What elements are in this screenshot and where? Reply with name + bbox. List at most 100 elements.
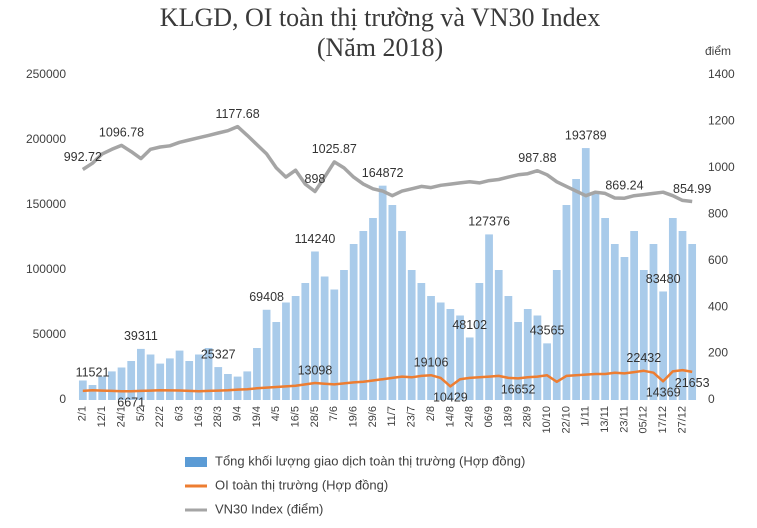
x-tick-label: 19/4 <box>251 406 263 427</box>
data-label: 69408 <box>249 290 284 304</box>
x-tick-label: 5/2 <box>135 406 147 421</box>
bar <box>340 270 348 400</box>
data-label: 16652 <box>501 383 536 397</box>
data-label: 193789 <box>565 128 607 142</box>
x-tick-label: 1/11 <box>580 406 592 427</box>
bar <box>659 291 668 400</box>
bar <box>610 244 619 400</box>
bar <box>301 283 310 400</box>
data-label: 83480 <box>646 272 681 286</box>
y-tick-label: 150000 <box>26 197 66 211</box>
bar <box>156 363 165 400</box>
x-tick-label: 17/12 <box>657 406 669 434</box>
x-tick-label: 22/2 <box>154 406 166 427</box>
bar <box>214 367 223 400</box>
bar <box>127 361 136 400</box>
data-label: 48102 <box>452 318 487 332</box>
bar <box>581 148 590 400</box>
bar <box>543 343 551 400</box>
legend-swatch <box>185 457 207 467</box>
x-tick-label: 2/1 <box>77 406 89 421</box>
bar <box>601 218 609 400</box>
data-label: 869.24 <box>605 179 643 193</box>
y-tick-label: 200000 <box>26 132 66 146</box>
data-label: 1096.78 <box>99 126 144 140</box>
bar <box>253 348 261 400</box>
data-label: 1177.68 <box>215 107 259 121</box>
bar <box>378 185 387 400</box>
bar <box>436 302 445 400</box>
data-label: 987.88 <box>518 151 556 165</box>
data-label: 22432 <box>626 351 661 365</box>
y-tick-label: 50000 <box>33 327 67 341</box>
bar <box>494 270 503 400</box>
x-tick-label: 19/6 <box>348 406 360 427</box>
bar <box>146 354 155 400</box>
bar <box>88 385 97 400</box>
x-tick-label: 11/7 <box>386 406 398 427</box>
bar <box>243 371 252 400</box>
x-tick-label: 7/6 <box>328 406 340 421</box>
data-label: 19106 <box>414 355 449 369</box>
bar <box>668 218 677 400</box>
data-label: 898 <box>305 172 326 186</box>
bar <box>446 309 455 400</box>
bar <box>204 348 213 400</box>
bar <box>572 179 580 400</box>
x-tick-label: 28/9 <box>522 406 534 427</box>
bar <box>195 354 203 400</box>
bar <box>678 231 687 400</box>
bar <box>485 234 493 400</box>
bar <box>166 358 174 400</box>
x-tick-label: 23/7 <box>406 406 418 427</box>
x-tick-label: 27/12 <box>676 406 688 434</box>
x-tick-label: 24/8 <box>464 406 476 427</box>
bar <box>117 367 126 400</box>
legend-label: VN30 Index (điểm) <box>215 501 323 516</box>
line <box>82 368 693 393</box>
bar <box>465 337 474 400</box>
x-tick-label: 28/3 <box>212 406 224 427</box>
data-label: 25327 <box>201 347 236 361</box>
data-label: 127376 <box>468 215 510 229</box>
bar <box>224 374 232 400</box>
y2-axis-label: điểm <box>705 44 731 58</box>
data-label: 39311 <box>124 329 158 343</box>
bar <box>262 309 271 400</box>
x-tick-label: 23/11 <box>618 406 630 433</box>
data-label: 1025.87 <box>312 142 357 156</box>
bar <box>456 315 464 400</box>
chart-title: KLGD, OI toàn thị trường và VN30 Index <box>160 3 600 32</box>
bar <box>388 205 397 400</box>
bar <box>620 257 629 400</box>
bar <box>630 231 639 400</box>
y2-tick-label: 200 <box>708 346 728 360</box>
bar <box>688 244 697 400</box>
x-tick-label: 12/1 <box>96 406 108 427</box>
bar <box>175 350 184 400</box>
bar <box>523 309 532 400</box>
data-label: 13098 <box>298 363 333 377</box>
x-tick-label: 24/1 <box>115 406 127 427</box>
bar <box>98 376 107 400</box>
chart-subtitle: (Năm 2018) <box>317 33 443 62</box>
x-tick-label: 22/10 <box>560 406 572 434</box>
x-tick-label: 18/9 <box>502 406 514 427</box>
x-tick-label: 16/3 <box>193 406 205 427</box>
bar <box>562 205 571 400</box>
x-tick-label: 10/10 <box>541 406 553 434</box>
data-label: 114240 <box>295 232 336 246</box>
data-label: 43565 <box>530 324 565 338</box>
legend-label: Tổng khối lượng giao dịch toàn thị trườn… <box>215 453 525 468</box>
bar <box>136 348 145 400</box>
bar <box>107 371 116 400</box>
x-tick-label: 2/8 <box>425 406 437 421</box>
bar <box>591 192 600 400</box>
x-tick-label: 06/9 <box>483 406 495 427</box>
x-tick-label: 4/5 <box>270 406 282 421</box>
bar <box>291 296 300 400</box>
data-label: 854.99 <box>673 182 711 196</box>
y-tick-label: 250000 <box>26 67 66 81</box>
y2-tick-label: 1200 <box>708 114 735 128</box>
